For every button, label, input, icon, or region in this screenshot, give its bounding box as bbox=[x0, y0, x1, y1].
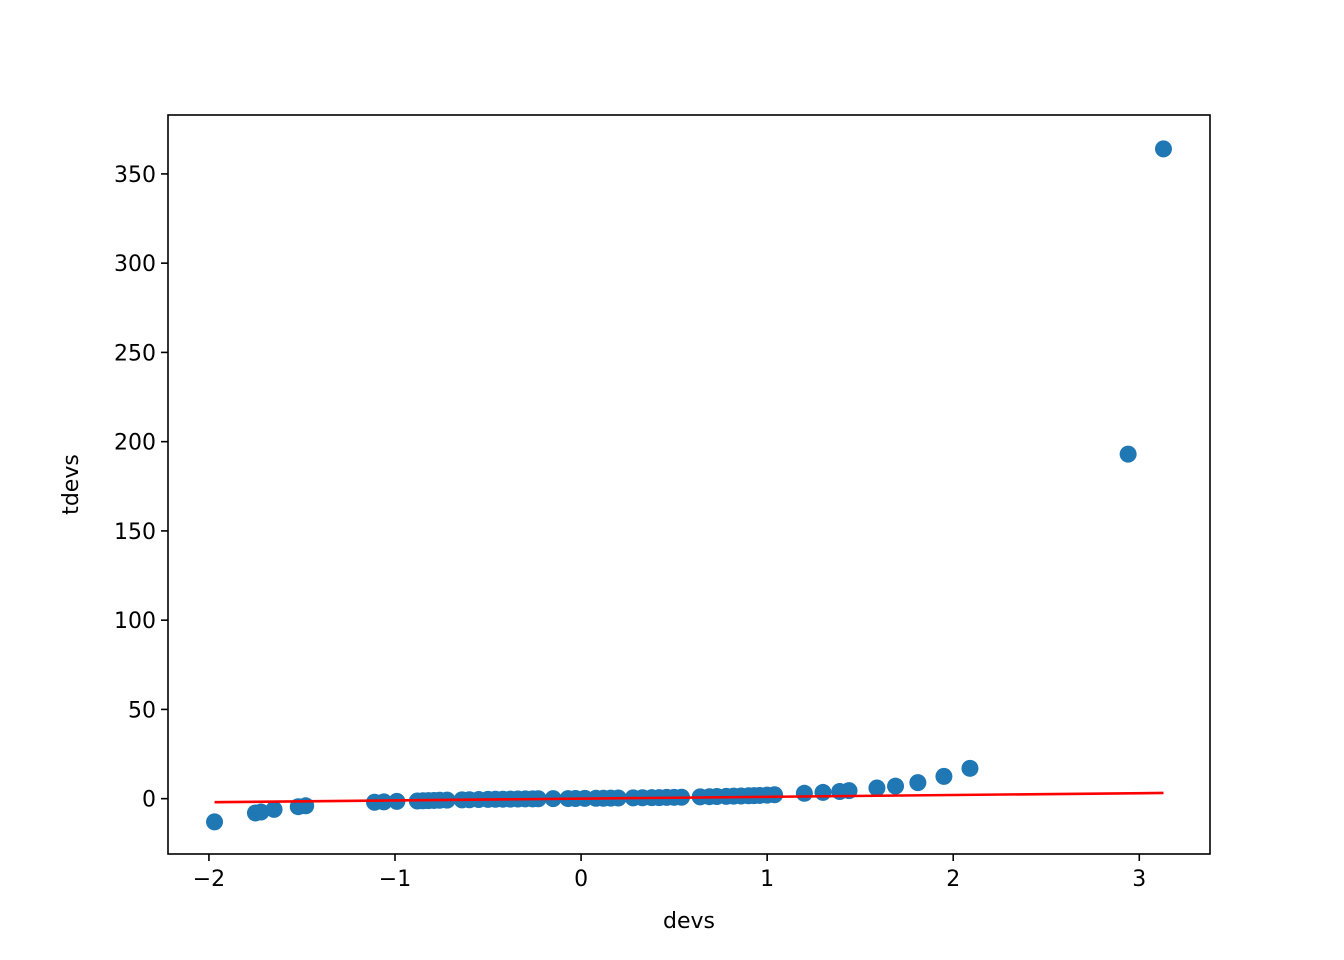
scatter-point bbox=[868, 779, 886, 797]
scatter-point bbox=[961, 759, 979, 777]
scatter-point bbox=[206, 813, 224, 831]
scatter-point bbox=[766, 786, 784, 804]
axes-frame bbox=[167, 114, 1211, 855]
scatter-point bbox=[1119, 445, 1137, 463]
scatter-point bbox=[935, 767, 953, 785]
y-tick-label: 50 bbox=[128, 698, 156, 723]
scatter-point bbox=[795, 784, 813, 802]
y-tick-label: 150 bbox=[114, 520, 156, 545]
x-tick-label: 2 bbox=[946, 867, 960, 892]
x-tick-label: 3 bbox=[1132, 867, 1146, 892]
x-tick-label: −2 bbox=[193, 867, 225, 892]
scatter-point bbox=[887, 777, 905, 795]
y-tick-label: 100 bbox=[114, 609, 156, 634]
y-axis-ticks: 0 50 100 150 200 250 300 350 bbox=[114, 163, 168, 813]
y-axis-label: tdevs bbox=[59, 454, 84, 515]
fit-line bbox=[214, 791, 1164, 804]
y-tick-label: 0 bbox=[142, 788, 156, 813]
y-tick-label: 200 bbox=[114, 431, 156, 456]
y-tick-label: 250 bbox=[114, 341, 156, 366]
x-tick-label: 1 bbox=[760, 867, 774, 892]
y-tick-label: 350 bbox=[114, 163, 156, 188]
y-tick-label: 300 bbox=[114, 252, 156, 277]
scatter-point bbox=[814, 783, 832, 801]
scatter-point bbox=[265, 800, 283, 818]
plot-area bbox=[206, 140, 1172, 831]
scatter-point bbox=[909, 774, 927, 792]
scatter-point bbox=[297, 797, 315, 815]
x-tick-label: −1 bbox=[379, 867, 411, 892]
x-axis-label: devs bbox=[663, 909, 715, 934]
x-tick-label: 0 bbox=[574, 867, 588, 892]
x-axis-ticks: −2 −1 0 1 2 3 bbox=[193, 854, 1146, 892]
scatter-point bbox=[1154, 140, 1172, 158]
scatter-point bbox=[252, 803, 270, 821]
